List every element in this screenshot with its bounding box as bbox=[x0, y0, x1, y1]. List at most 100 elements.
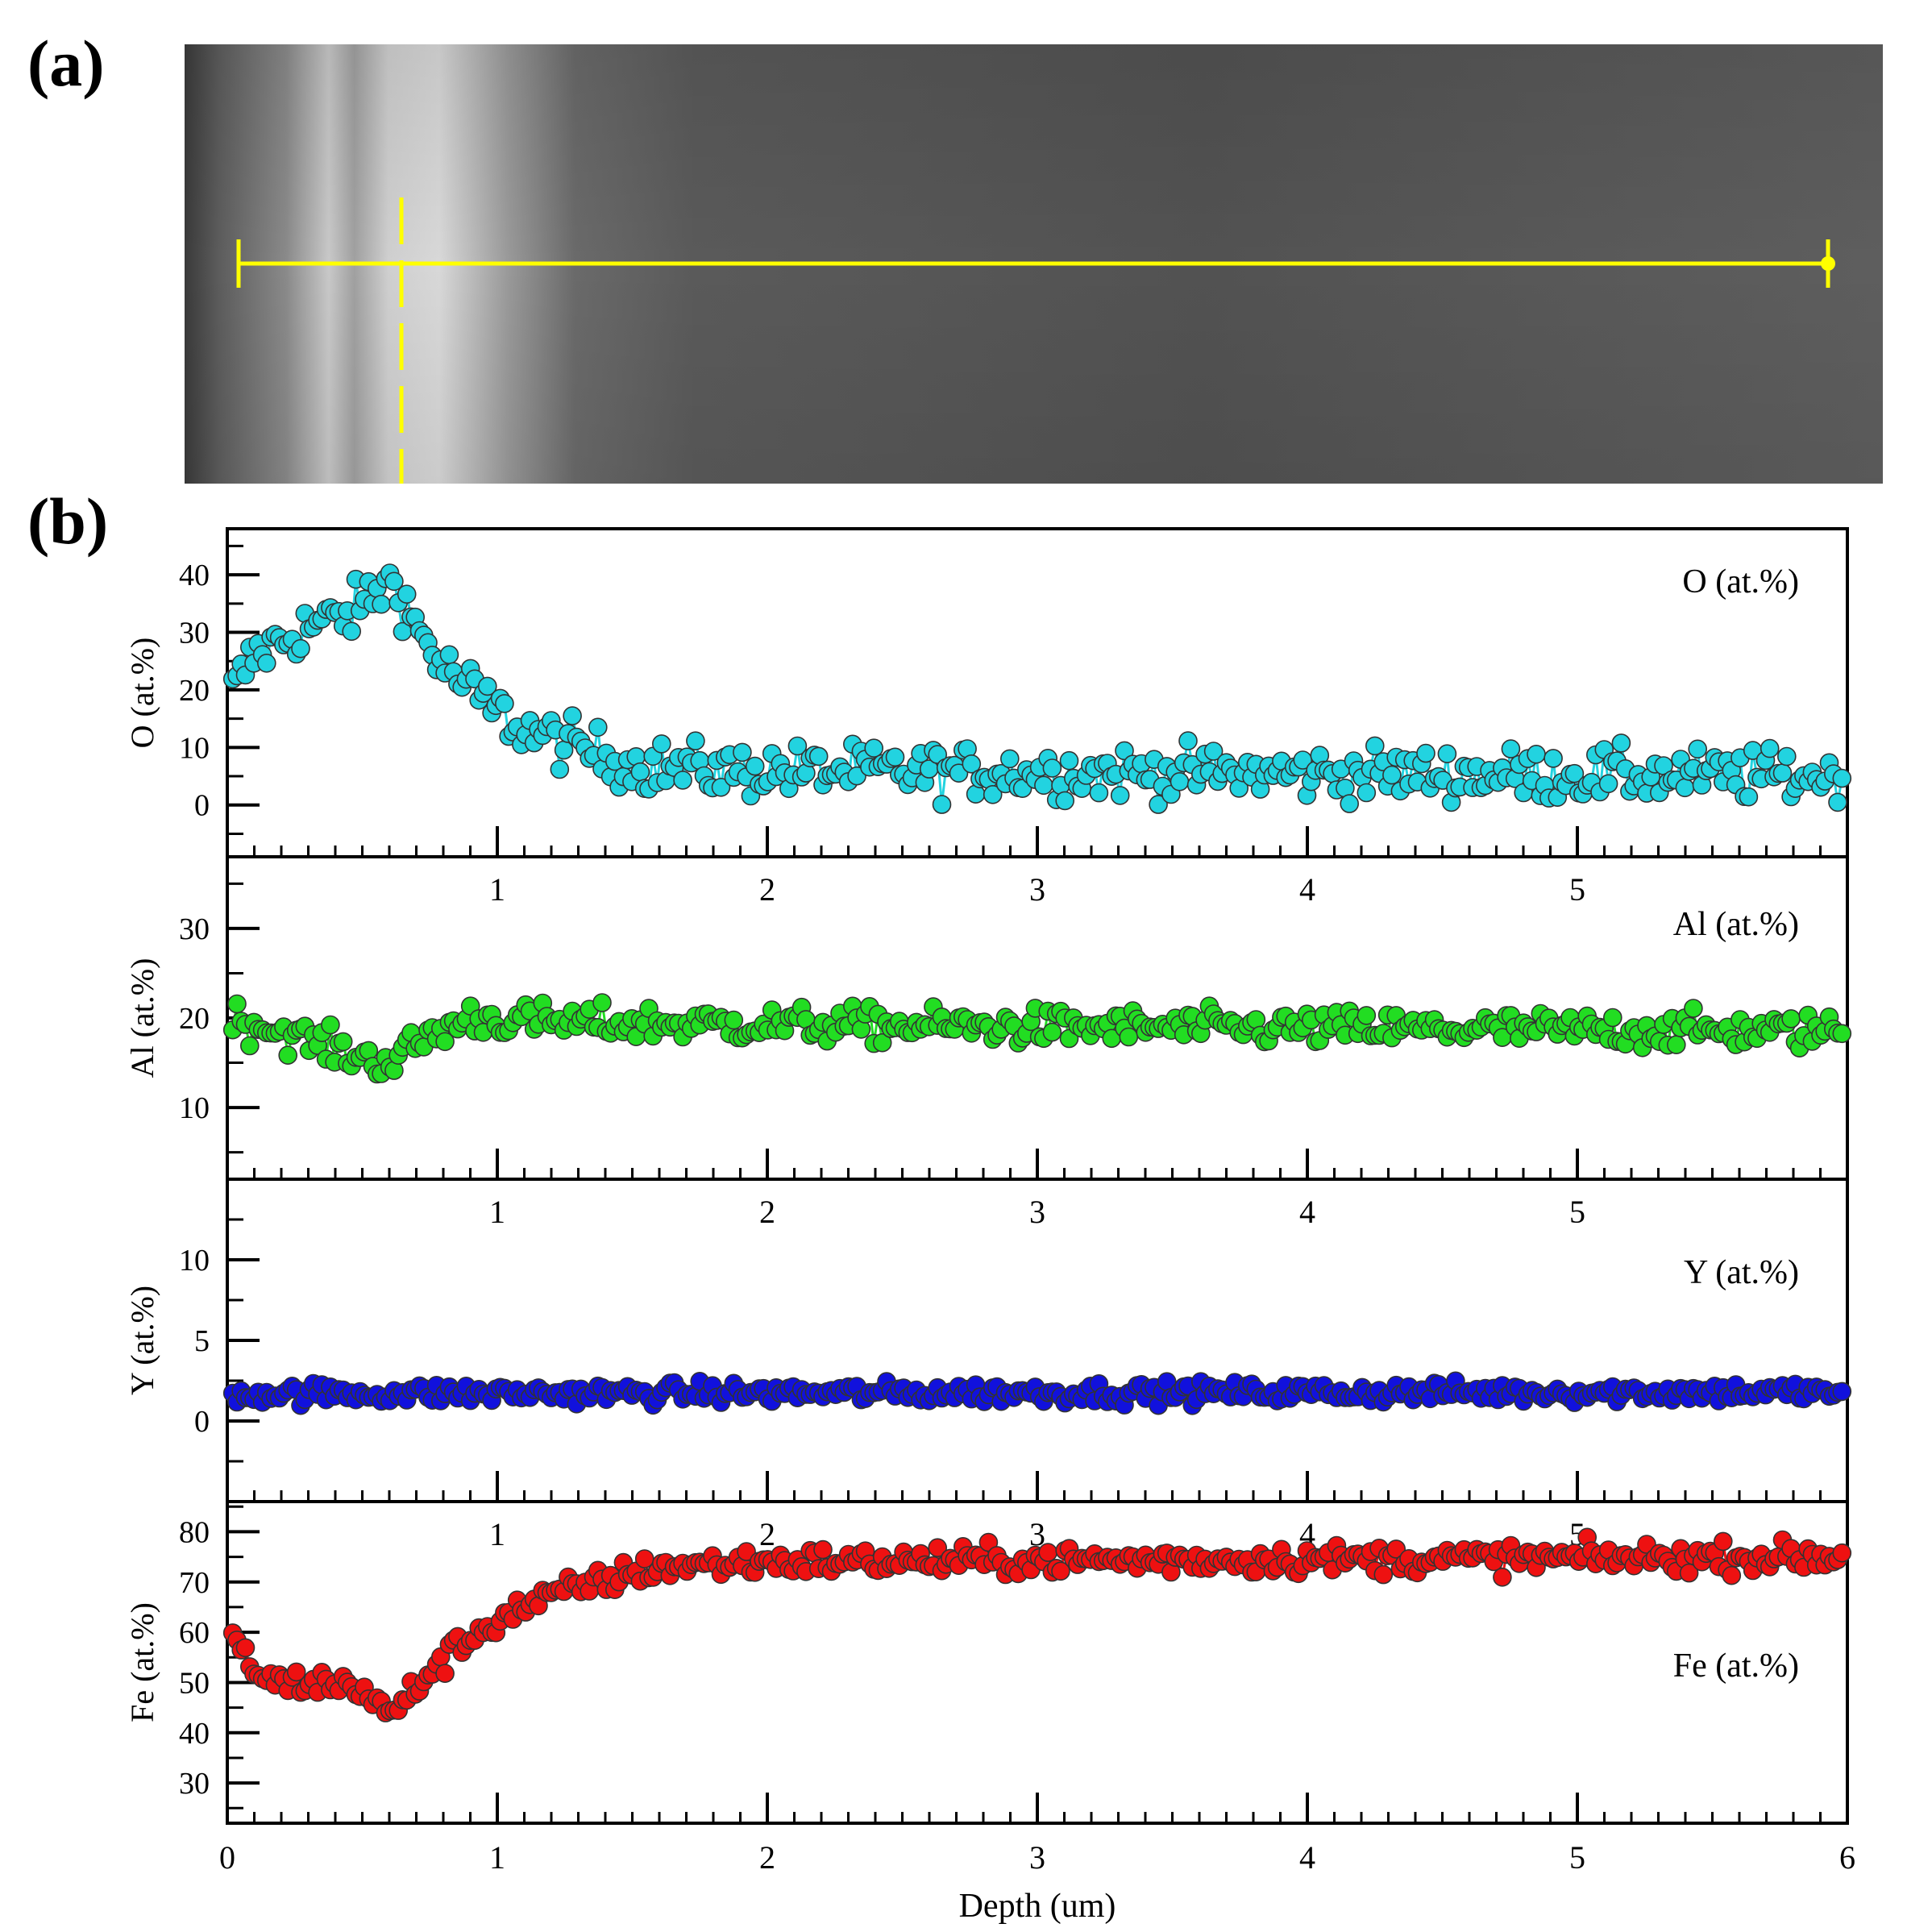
panel-label-b: (b) bbox=[27, 484, 109, 558]
data-point-O bbox=[686, 731, 705, 751]
series-Al bbox=[222, 993, 1852, 1084]
data-point-Fe bbox=[737, 1542, 756, 1561]
data-point-O bbox=[550, 759, 570, 779]
data-point-Al bbox=[321, 1015, 340, 1035]
y-tick-label: 0 bbox=[194, 1405, 210, 1439]
x-tick-label: 2 bbox=[759, 1839, 775, 1876]
x-tick-label: 5 bbox=[1569, 1839, 1585, 1876]
data-point-Al bbox=[359, 1041, 379, 1061]
data-point-O bbox=[808, 746, 829, 767]
data-point-O bbox=[1336, 778, 1355, 798]
x-inner-tick-label: 2 bbox=[759, 871, 775, 908]
data-point-Al bbox=[592, 993, 612, 1012]
data-point-O bbox=[1000, 749, 1020, 769]
data-point-Al bbox=[333, 1032, 353, 1052]
data-point-O bbox=[787, 736, 808, 756]
data-point-Fe bbox=[1373, 1564, 1394, 1585]
data-point-O bbox=[1739, 787, 1759, 807]
data-point-Al bbox=[1119, 1027, 1139, 1047]
y-axis-label-Al: Al (at.%) bbox=[124, 958, 160, 1078]
x-inner-tick-label: 3 bbox=[1029, 871, 1045, 908]
data-point-O bbox=[733, 742, 752, 762]
data-point-O bbox=[1110, 786, 1130, 805]
data-point-Fe bbox=[1493, 1568, 1512, 1587]
data-point-Fe bbox=[435, 1664, 455, 1683]
data-point-O bbox=[1115, 741, 1134, 761]
y-tick-label: 10 bbox=[179, 731, 210, 765]
y-axis-label-Fe: Fe (at.%) bbox=[124, 1602, 160, 1722]
data-point-Al bbox=[239, 1036, 260, 1056]
data-point-O bbox=[588, 717, 608, 737]
x-inner-tick-label: 2 bbox=[759, 1516, 775, 1552]
x-inner-tick-label: 1 bbox=[489, 1194, 505, 1230]
data-point-Al bbox=[872, 1032, 892, 1053]
y-axis-label-Y: Y (at.%) bbox=[124, 1286, 160, 1395]
data-point-O bbox=[1688, 739, 1707, 759]
x-inner-tick-label: 4 bbox=[1299, 871, 1315, 908]
x-tick-label: 0 bbox=[219, 1839, 235, 1876]
data-point-O bbox=[1382, 765, 1402, 785]
panel-frame-O bbox=[226, 527, 1849, 858]
y-tick-label: 20 bbox=[179, 1002, 210, 1036]
y-tick-label: 60 bbox=[179, 1616, 210, 1650]
data-point-Fe bbox=[1722, 1565, 1742, 1585]
data-point-Fe bbox=[1038, 1543, 1057, 1562]
x-tick-label: 3 bbox=[1029, 1839, 1045, 1876]
data-point-O bbox=[1178, 731, 1198, 750]
data-point-O bbox=[932, 795, 952, 814]
panel-label-a: (a) bbox=[27, 27, 105, 100]
data-point-Al bbox=[278, 1045, 298, 1065]
data-point-O bbox=[1611, 733, 1631, 753]
legend-Fe: Fe (at.%) bbox=[1673, 1647, 1799, 1685]
linescan-end-dot bbox=[1821, 256, 1835, 271]
data-point-O bbox=[1416, 743, 1435, 763]
data-point-Al bbox=[1667, 1035, 1686, 1054]
data-point-Al bbox=[1246, 1010, 1266, 1029]
y-tick-label: 70 bbox=[179, 1566, 210, 1600]
data-point-O bbox=[962, 754, 982, 774]
y-tick-label: 30 bbox=[179, 1767, 210, 1801]
data-point-O bbox=[1042, 758, 1062, 778]
data-point-O bbox=[477, 676, 497, 696]
data-point-O bbox=[673, 771, 692, 790]
data-point-O bbox=[1437, 744, 1457, 764]
x-inner-tick-label: 5 bbox=[1569, 871, 1585, 908]
data-point-Fe bbox=[286, 1662, 306, 1682]
data-point-Al bbox=[1781, 1009, 1801, 1028]
data-point-Fe bbox=[1051, 1561, 1070, 1581]
data-point-O bbox=[885, 747, 905, 767]
x-inner-tick-label: 5 bbox=[1569, 1194, 1585, 1230]
y-tick-label: 30 bbox=[179, 617, 210, 650]
data-point-Al bbox=[435, 1032, 455, 1052]
data-point-Fe bbox=[1386, 1539, 1406, 1559]
data-point-Al bbox=[724, 1010, 744, 1030]
data-point-Fe bbox=[1714, 1531, 1733, 1552]
data-point-Fe bbox=[1679, 1563, 1699, 1583]
data-point-O bbox=[384, 571, 404, 592]
x-inner-tick-label: 4 bbox=[1299, 1194, 1315, 1230]
data-point-Fe bbox=[1832, 1543, 1852, 1563]
data-point-O bbox=[1149, 795, 1168, 814]
y-tick-label: 0 bbox=[194, 789, 210, 823]
data-point-Fe bbox=[813, 1539, 833, 1560]
legend-O: O (at.%) bbox=[1682, 563, 1799, 600]
y-tick-label: 30 bbox=[179, 912, 210, 946]
x-inner-tick-label: 1 bbox=[489, 1516, 505, 1552]
x-inner-tick-label: 2 bbox=[759, 1194, 775, 1230]
data-point-O bbox=[1564, 763, 1585, 783]
y-tick-label: 10 bbox=[179, 1244, 210, 1278]
data-point-O bbox=[1170, 771, 1190, 791]
data-point-O bbox=[1357, 783, 1377, 803]
data-point-O bbox=[291, 638, 310, 659]
data-point-O bbox=[928, 745, 947, 764]
data-point-O bbox=[1832, 768, 1852, 788]
data-point-O bbox=[1598, 774, 1618, 794]
data-point-O bbox=[745, 756, 765, 776]
data-point-O bbox=[397, 584, 417, 605]
data-point-O bbox=[563, 706, 582, 725]
data-point-O bbox=[1059, 750, 1079, 771]
data-point-Fe bbox=[235, 1638, 256, 1658]
x-tick-label: 1 bbox=[489, 1839, 505, 1876]
data-point-O bbox=[495, 694, 514, 713]
legend-Al: Al (at.%) bbox=[1673, 906, 1799, 943]
